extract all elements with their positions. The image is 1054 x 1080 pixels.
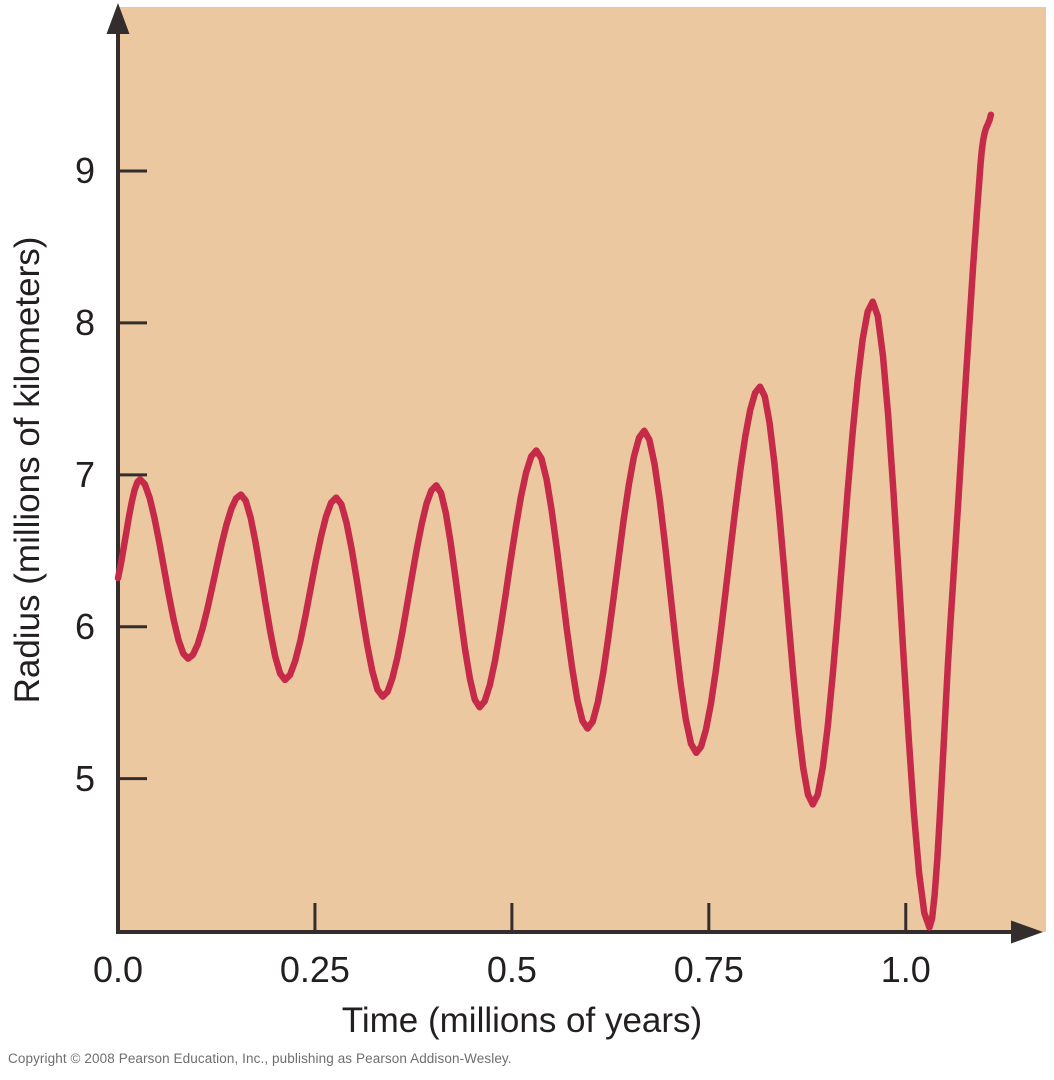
x-tick-label: 0.75 [673, 949, 744, 990]
copyright-text: Copyright © 2008 Pearson Education, Inc.… [8, 1051, 512, 1066]
y-tick-label: 8 [74, 301, 95, 343]
y-tick-label: 5 [74, 757, 95, 799]
x-axis-title: Time (millions of years) [341, 1001, 703, 1040]
y-tick-label: 7 [74, 453, 95, 495]
x-tick-label: 0.0 [92, 949, 144, 990]
x-tick-label: 1.0 [880, 949, 931, 990]
y-tick-label: 6 [74, 605, 95, 647]
x-tick-label: 0.5 [486, 949, 537, 990]
y-tick-label: 9 [74, 150, 95, 192]
y-axis-arrow-icon [106, 3, 130, 34]
x-tick-label: 0.25 [279, 949, 350, 990]
radius-curve [114, 111, 995, 931]
x-axis-arrow-icon [1011, 920, 1043, 944]
y-axis-title: Radius (millions of kilometers) [8, 236, 47, 704]
